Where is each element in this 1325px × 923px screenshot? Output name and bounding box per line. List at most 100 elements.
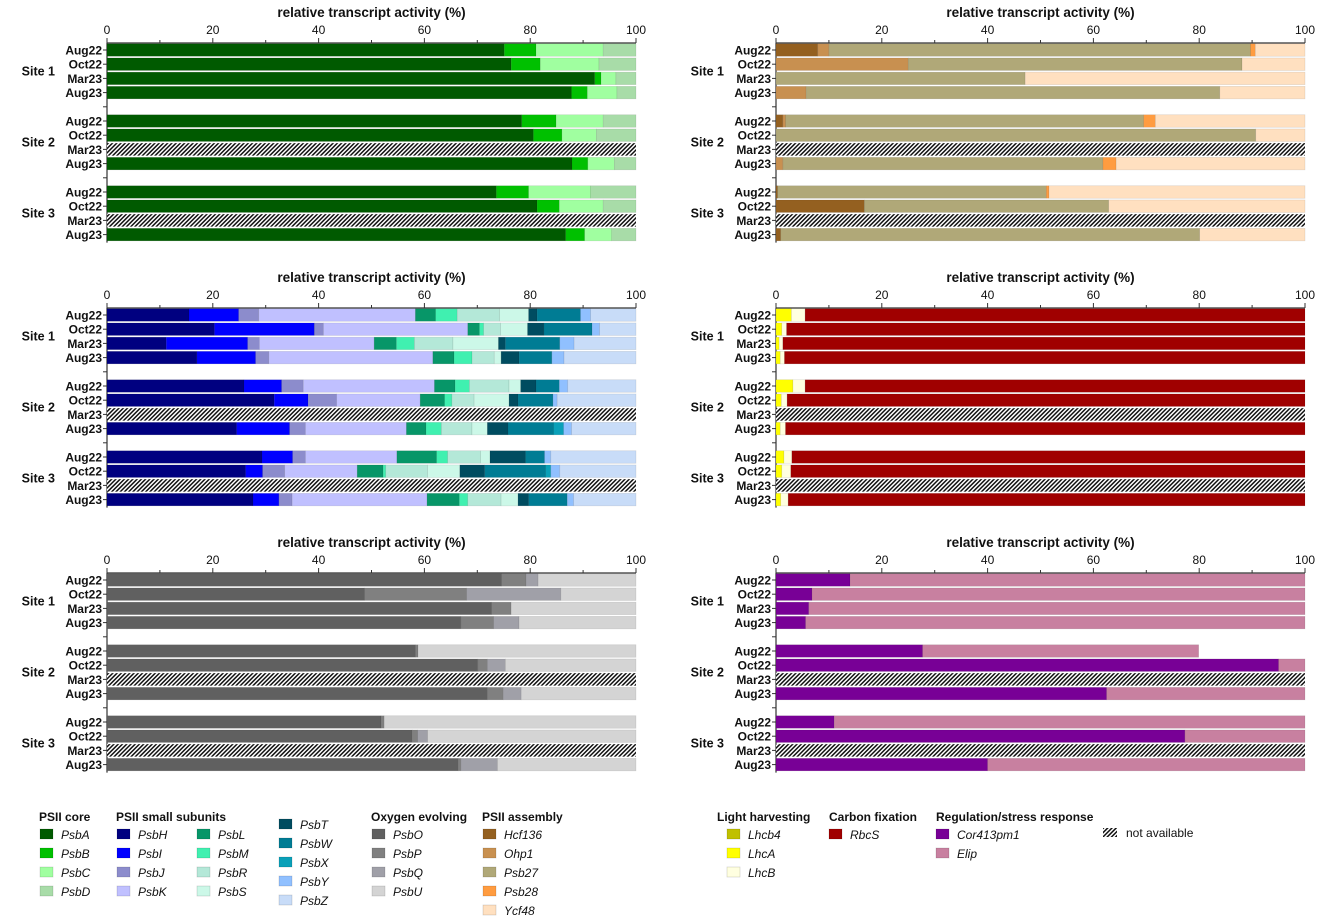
bar-segment-psby (551, 351, 565, 365)
bar-segment-psbu (518, 616, 637, 630)
bar-segment-rbcs (787, 493, 1306, 507)
site-label: Site 1 (691, 594, 724, 608)
bar-segment-psbh (106, 336, 167, 350)
bar-segment-psbi (196, 351, 256, 365)
site-label: Site 1 (22, 594, 55, 608)
legend-swatch-psbu (371, 885, 386, 897)
x-axis-title: relative transcript activity (%) (277, 5, 465, 20)
month-label: Aug22 (65, 574, 102, 588)
bar-segment-lhcb (781, 464, 792, 478)
legend-item-label: PsbH (138, 828, 168, 842)
bar-segment-psbz (563, 351, 637, 365)
bar-segment-psbc (558, 199, 604, 213)
bar-segment-psbw (535, 379, 560, 393)
bar-segment-psbi (273, 393, 309, 407)
bar-segment-psbc (584, 228, 612, 242)
site-label: Site 2 (22, 135, 55, 149)
bar-segment-psbz (550, 450, 637, 464)
bar-segment-cor413pm1 (775, 616, 806, 630)
bar-segment-psbb (521, 114, 557, 128)
legend-item-label: Hcf136 (504, 828, 542, 842)
month-label: Oct22 (69, 659, 103, 673)
bar-segment-psbq (502, 687, 522, 701)
bar-segment-psby (563, 422, 572, 436)
month-label: Aug23 (65, 86, 102, 100)
bar-segment-lhcb (791, 308, 806, 322)
month-label: Aug22 (65, 645, 102, 659)
bar-segment-psba (106, 114, 523, 128)
legend-item-label: PsbR (218, 866, 248, 880)
bar-segment-rbcs (804, 379, 1306, 393)
bar-segment-cor413pm1 (775, 573, 851, 587)
legend-item-label: PsbW (300, 837, 334, 851)
bar-segment-ycf48 (1241, 57, 1306, 71)
bar-segment-psbb (565, 228, 585, 242)
month-label: Mar23 (736, 143, 771, 157)
bar-segment-elip (1106, 687, 1306, 701)
bar-segment-psbs (480, 450, 491, 464)
bar-segment-psbq (493, 616, 520, 630)
x-tick-label: 0 (773, 553, 780, 567)
bar-segment-psbd (602, 114, 637, 128)
bar-segment-psbz (559, 464, 637, 478)
legend-swatch-lhcb (726, 866, 741, 878)
bar-segment-psbo (106, 573, 502, 587)
bar-segment-psbm (454, 379, 470, 393)
month-label: Mar23 (736, 337, 771, 351)
x-axis-title: relative transcript activity (%) (277, 535, 465, 550)
bar-segment-psbl (432, 351, 455, 365)
month-label: Oct22 (69, 323, 103, 337)
bar-segment-cor413pm1 (775, 587, 813, 601)
bar-segment-psbd (615, 71, 637, 85)
bar-segment-rbcs (786, 393, 1306, 407)
month-label: Aug22 (734, 44, 771, 58)
month-label: Oct22 (69, 730, 103, 744)
x-tick-label: 0 (104, 553, 111, 567)
bar-segment-psbp (491, 601, 512, 615)
x-tick-label: 100 (626, 23, 646, 37)
month-label: Aug23 (734, 157, 771, 171)
bar-segment-psbi (261, 450, 293, 464)
bar-segment-psbd (598, 57, 637, 71)
bar-segment-lhcb (778, 336, 784, 350)
bar-segment-psbz (573, 336, 637, 350)
legend-swatch-lhcb4 (726, 828, 741, 840)
bar-segment-cor413pm1 (775, 601, 810, 615)
month-label: Oct22 (738, 58, 772, 72)
month-label: Aug23 (65, 687, 102, 701)
bar-segment-psbk (323, 322, 469, 336)
bar-segment-cor413pm1 (775, 729, 1186, 743)
bar-segment-psbx (545, 464, 552, 478)
month-label: Aug22 (734, 451, 771, 465)
bar-segment-psb28 (1102, 157, 1117, 171)
x-tick-label: 80 (524, 288, 538, 302)
bar-segment-elip (805, 616, 1306, 630)
month-label: Aug23 (65, 616, 102, 630)
bar-segment-psbl (396, 450, 437, 464)
bar-segment-psbd (611, 228, 637, 242)
bar-segment-psbk (291, 493, 428, 507)
legend-swatch-cor413pm1 (935, 828, 950, 840)
bar-segment-psb27 (864, 199, 1110, 213)
bar-segment-psbc (561, 128, 597, 142)
bar-segment-elip (849, 573, 1306, 587)
bar-segment-psbd (614, 157, 637, 171)
month-label: Mar23 (67, 337, 102, 351)
bar-segment-psbq (417, 729, 428, 743)
x-tick-label: 100 (1295, 288, 1315, 302)
bar-segment-psbq (466, 587, 562, 601)
month-label: Oct22 (69, 394, 103, 408)
legend-swatch-psbz (278, 894, 293, 906)
bar-segment-psbt (500, 351, 520, 365)
month-label: Oct22 (69, 200, 103, 214)
site-label: Site 2 (22, 400, 55, 414)
bar-segment-psby (544, 450, 552, 464)
bar-segment-psbi (214, 322, 315, 336)
bar-segment-lhca (775, 422, 781, 436)
bar-segment-psbk (305, 422, 407, 436)
x-tick-label: 20 (875, 288, 889, 302)
bar-segment-psbl (419, 393, 445, 407)
legend-item-label: PsbT (300, 818, 330, 832)
legend-swatch-psby (278, 875, 293, 887)
bar-segment-ohp1 (817, 43, 830, 57)
